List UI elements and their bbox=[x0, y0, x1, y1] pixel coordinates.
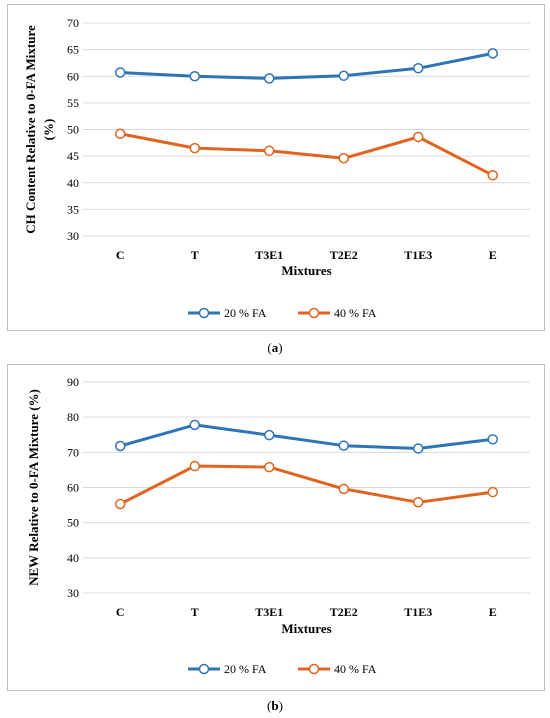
y-axis-title-line2-a: (%) bbox=[41, 119, 56, 141]
caption-a: (a) bbox=[267, 340, 283, 355]
x-tick-label-a: T2E2 bbox=[330, 248, 358, 262]
y-axis-title-a: CH Content Relative to 0-FA Mixture bbox=[23, 25, 38, 234]
series-40fa-point-a bbox=[189, 142, 200, 154]
y-tick-label-a: 30 bbox=[67, 229, 79, 243]
y-tick-label-b: 80 bbox=[67, 410, 79, 424]
x-tick-label-a: T3E1 bbox=[255, 248, 283, 262]
y-tick-label-a: 45 bbox=[67, 149, 79, 163]
x-tick-label-b: T bbox=[191, 605, 199, 619]
y-tick-label-b: 60 bbox=[67, 481, 79, 495]
series-40fa-point-a bbox=[413, 131, 424, 143]
y-axis-title-b: NEW Relative to 0-FA Mixture (%) bbox=[26, 389, 41, 586]
series-20fa-point-b bbox=[413, 443, 424, 454]
x-tick-label-a: C bbox=[116, 248, 125, 262]
x-tick-label-b: T2E2 bbox=[330, 605, 358, 619]
series-40fa-point-b bbox=[115, 498, 126, 510]
x-axis-title-a: Mixtures bbox=[281, 263, 331, 278]
series-40fa-point-a bbox=[487, 170, 498, 181]
legend-40fa-label-a: 40 % FA bbox=[334, 306, 377, 320]
x-tick-label-b: T3E1 bbox=[255, 605, 283, 619]
series-40fa-point-b bbox=[338, 483, 349, 495]
y-tick-label-a: 55 bbox=[67, 96, 79, 110]
x-tick-label-b: T1E3 bbox=[404, 605, 432, 619]
series-20fa-point-a bbox=[338, 70, 349, 81]
series-40fa-line-a bbox=[118, 132, 495, 177]
series-20fa-point-b bbox=[264, 429, 275, 441]
series-40fa-point-a bbox=[338, 153, 349, 164]
legend-20fa-label-b: 20 % FA bbox=[224, 662, 267, 676]
x-tick-label-b: C bbox=[116, 605, 125, 619]
series-20fa-point-a bbox=[413, 63, 424, 74]
y-tick-label-a: 40 bbox=[67, 176, 79, 190]
y-tick-label-b: 90 bbox=[67, 375, 79, 389]
x-tick-label-a: E bbox=[489, 248, 497, 262]
series-20fa-point-a bbox=[487, 48, 498, 59]
y-tick-label-b: 70 bbox=[67, 445, 79, 459]
chart-panel-a: 30 35 40 45 50 55 60 65 70 C T T3E1 T2E2 T1E3 E Mixture… bbox=[7, 4, 545, 331]
legend-40fa-marker-a bbox=[308, 307, 320, 319]
y-tick-label-a: 65 bbox=[67, 43, 79, 57]
series-20fa-point-a bbox=[264, 73, 275, 84]
series-40fa-point-a bbox=[264, 145, 275, 157]
legend-40fa-label-b: 40 % FA bbox=[334, 662, 377, 676]
series-20fa-line-b bbox=[118, 423, 495, 450]
series-40fa-point-b bbox=[189, 460, 200, 472]
series-20fa-point-b bbox=[487, 434, 498, 445]
legend-20fa-marker-b bbox=[198, 663, 210, 675]
series-20fa-point-b bbox=[338, 440, 349, 451]
chart-a-svg: 30 35 40 45 50 55 60 65 70 C T T3E1 T2E2 T1E3 E Mixture… bbox=[23, 16, 530, 320]
x-tick-label-a: T1E3 bbox=[404, 248, 432, 262]
x-axis-title-b: Mixtures bbox=[281, 621, 331, 636]
series-40fa-line-b bbox=[118, 464, 495, 506]
series-20fa-point-b bbox=[189, 419, 200, 431]
y-tick-label-a: 60 bbox=[67, 69, 79, 83]
caption-b-letter: b bbox=[271, 698, 279, 713]
series-20fa-point-b bbox=[115, 440, 126, 452]
series-20fa-point-a bbox=[115, 67, 126, 78]
series-20fa-line-a bbox=[118, 51, 495, 80]
x-tick-label-a: T bbox=[191, 248, 199, 262]
caption-a-letter: a bbox=[271, 340, 279, 355]
legend-40fa-marker-b bbox=[308, 663, 320, 675]
y-tick-label-a: 70 bbox=[67, 16, 79, 30]
legend-20fa-marker-a bbox=[198, 307, 210, 319]
series-20fa-point-a bbox=[189, 71, 200, 82]
chart-panel-b: 30 40 50 60 70 80 90 C T T3E1 T2E2 T1E3 E Mixtures NEW… bbox=[7, 364, 545, 691]
series-40fa-point-b bbox=[264, 461, 275, 473]
y-tick-label-b: 50 bbox=[67, 516, 79, 530]
series-40fa-point-b bbox=[413, 497, 424, 508]
y-tick-label-b: 30 bbox=[67, 586, 79, 600]
caption-b: (b) bbox=[267, 698, 283, 713]
y-tick-label-a: 35 bbox=[67, 202, 79, 216]
y-tick-label-b: 40 bbox=[67, 551, 79, 565]
x-tick-label-b: E bbox=[489, 605, 497, 619]
y-tick-label-a: 50 bbox=[67, 123, 79, 137]
series-40fa-point-a bbox=[115, 128, 126, 140]
legend-20fa-label-a: 20 % FA bbox=[224, 306, 267, 320]
chart-b-svg: 30 40 50 60 70 80 90 C T T3E1 T2E2 T1E3 E Mixtures NEW… bbox=[26, 375, 530, 676]
series-40fa-point-b bbox=[487, 486, 498, 498]
